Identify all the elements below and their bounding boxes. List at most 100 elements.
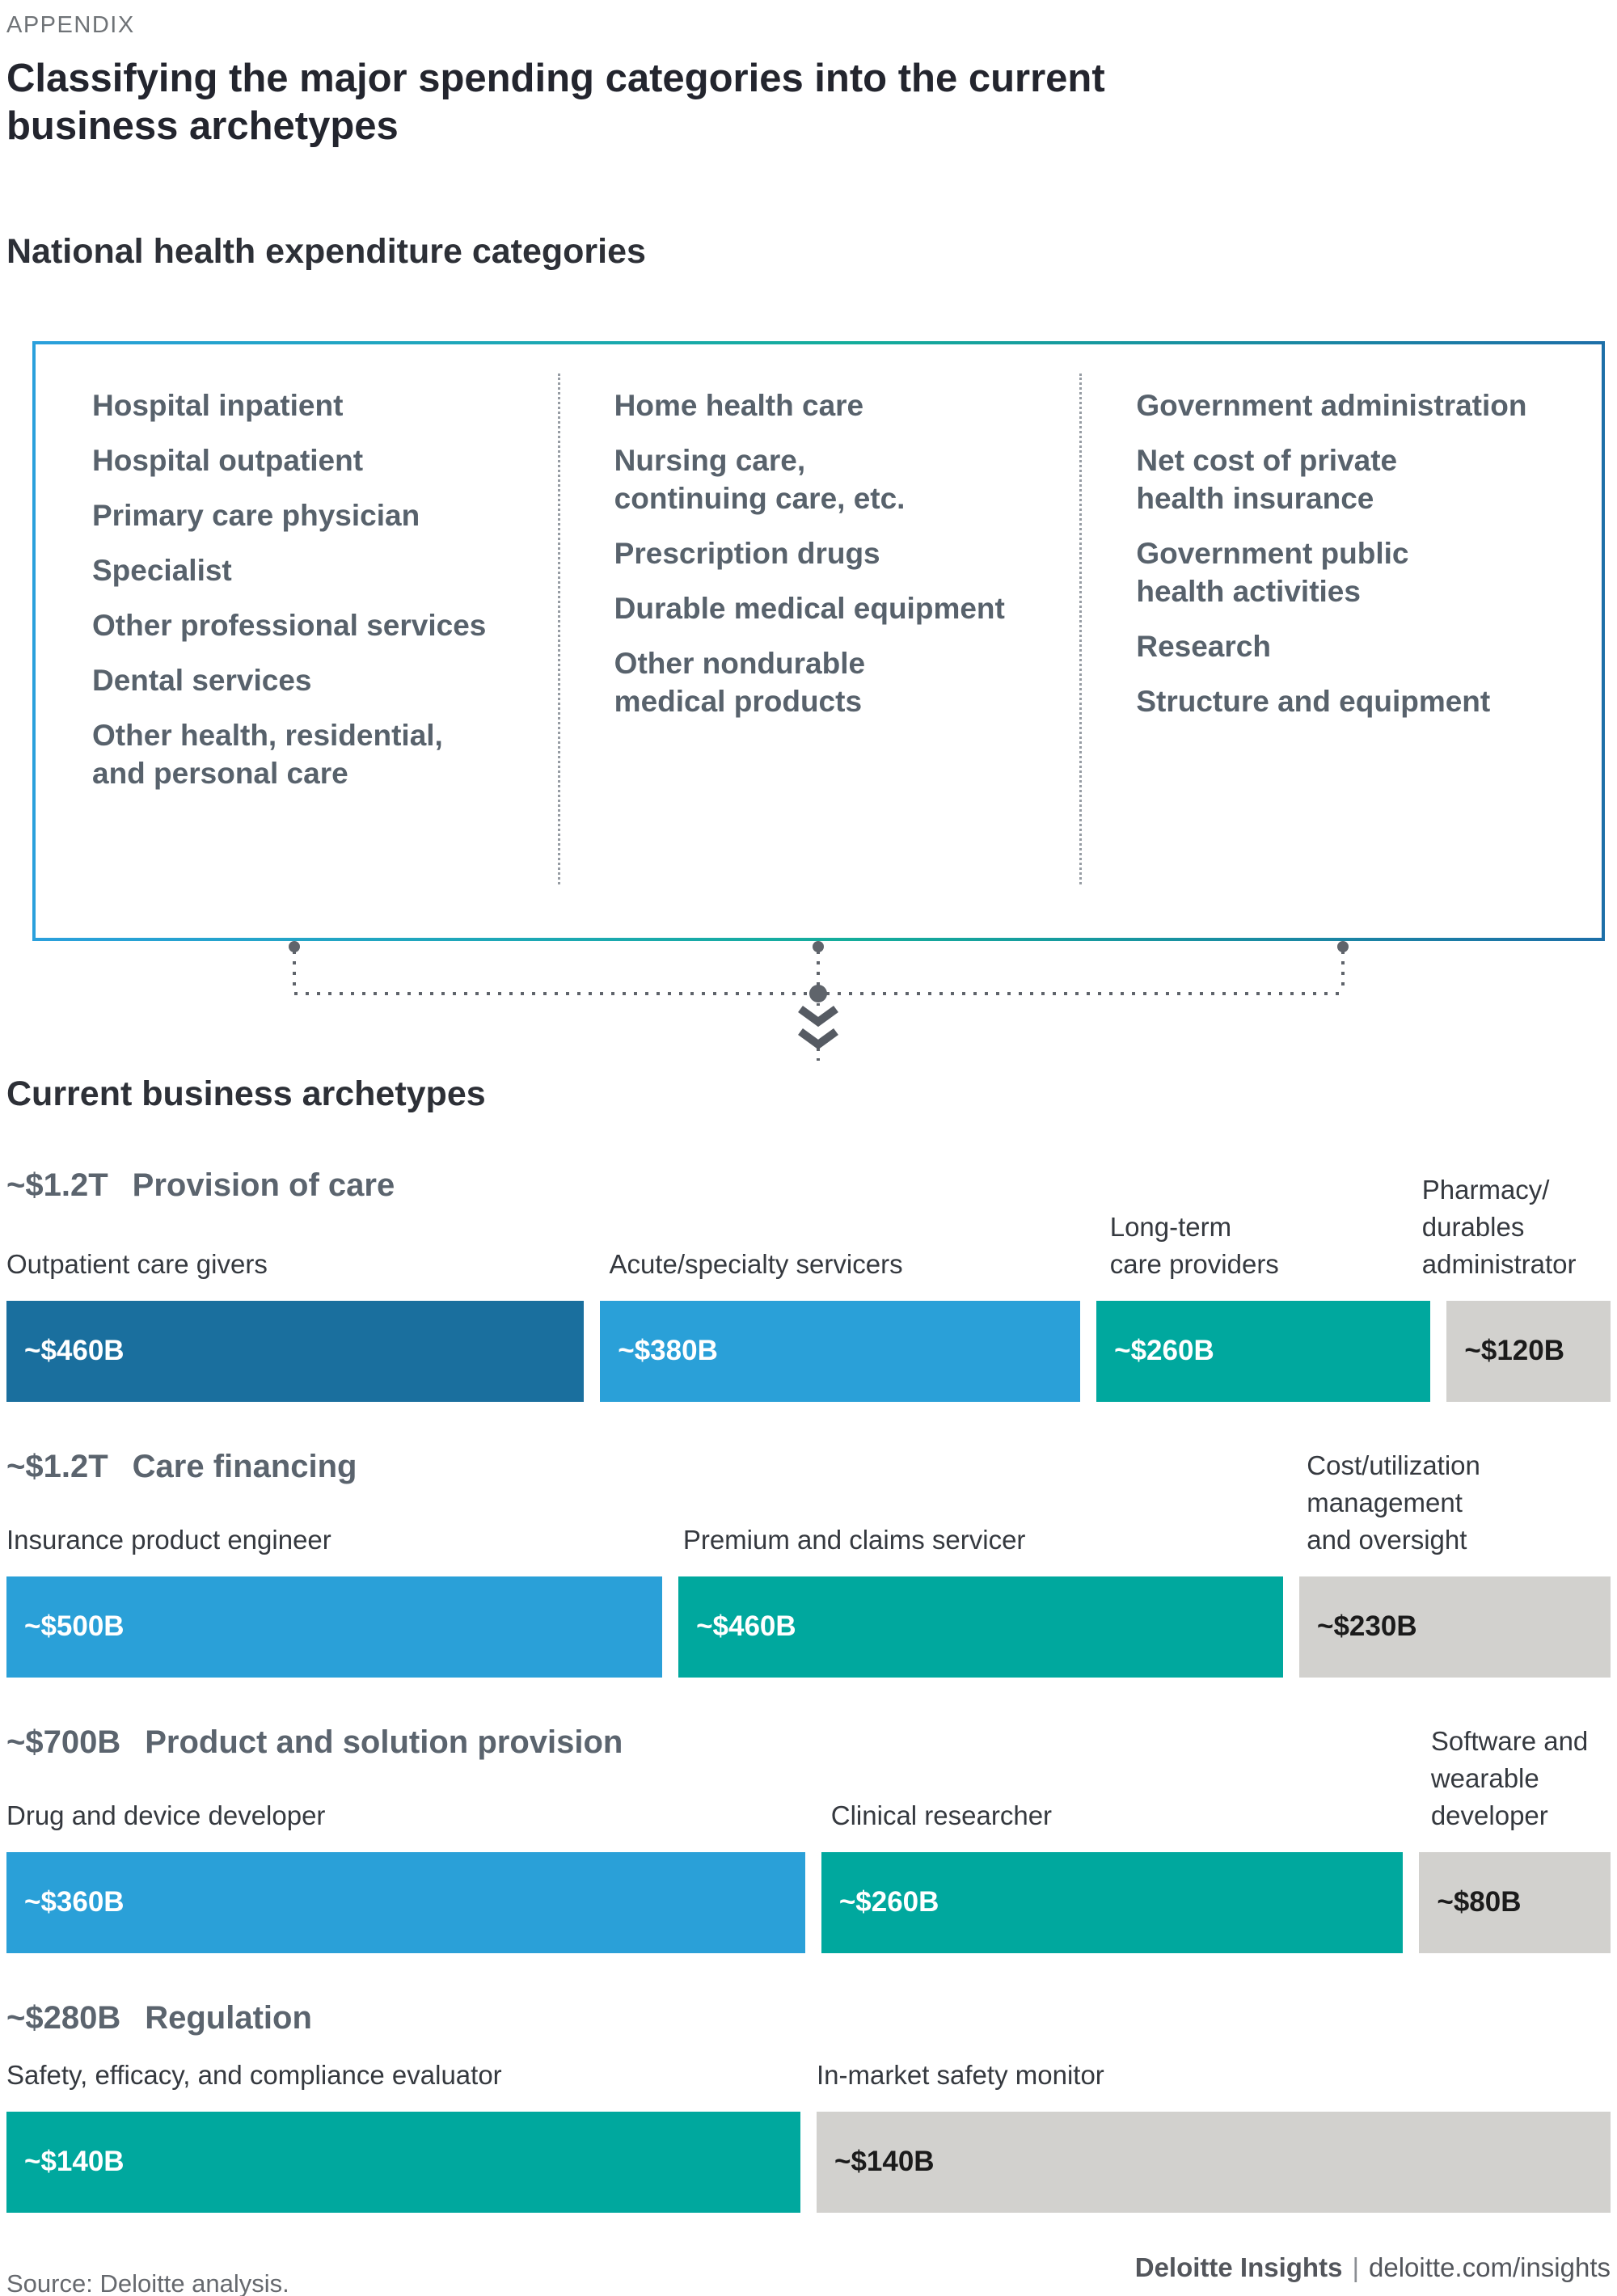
segment-value: ~$500B [24,1610,125,1643]
nhe-category: Home health care [614,388,864,422]
segment-labels-row: Safety, efficacy, and compliance evaluat… [6,1998,1611,2094]
segment-bar: ~$120B [1446,1300,1611,1402]
nhe-category: Prescription drugs [614,536,880,570]
nhe-category: Other health, residential, and personal … [92,718,443,790]
nhe-column-3: Government administration Net cost of pri… [1079,386,1602,938]
segment-bars-row: ~$360B ~$260B ~$80B [6,1851,1611,1953]
nhe-category: Hospital outpatient [92,443,364,477]
segment-value: ~$380B [618,1335,718,1367]
nhe-category: Research [1136,629,1271,663]
nhe-category: Other nondurable medical products [614,646,866,718]
group-total-amount: ~$1.2T [6,1448,108,1484]
segment-value: ~$230B [1317,1610,1417,1643]
segment-value: ~$260B [1114,1335,1214,1367]
segment-label-text: Safety, efficacy, and compliance evaluat… [6,2059,502,2090]
segment-bar: ~$460B [6,1300,585,1402]
segment-bar: ~$140B [6,2111,800,2213]
nhe-category: Government public health activities [1136,536,1409,608]
segment-label: Acute/specialty servicers [609,1246,1093,1283]
nhe-column-divider [1079,373,1083,884]
nhe-box: Hospital inpatient Hospital outpatient Pri… [32,340,1605,941]
flow-connector-arrow [289,940,1349,1061]
junction-dot-center [809,984,827,1002]
segment-labels-row: Insurance product engineer Premium and cl… [6,1447,1611,1559]
group-total-amount: ~$1.2T [6,1167,108,1203]
segment-label: Premium and claims servicer [683,1522,1290,1559]
archetype-group: ~$1.2T Provision of care Outpatient care g… [6,1166,1611,1402]
nhe-category: Dental services [92,663,312,697]
junction-dot [1337,940,1349,952]
junction-dot [289,940,300,952]
segment-label: Drug and device developer [6,1797,815,1834]
cba-heading: Current business archetypes [6,1074,486,1113]
segment-label-text: Drug and device developer [6,1800,326,1830]
nhe-category: Structure and equipment [1136,684,1491,718]
nhe-column-1: Hospital inpatient Hospital outpatient Pri… [36,386,558,938]
segment-bar: ~$230B [1299,1576,1611,1678]
nhe-heading: National health expenditure categories [6,231,646,271]
nhe-category: Primary care physician [92,498,420,532]
segment-label-text: Clinical researcher [830,1800,1053,1830]
segment-value: ~$120B [1464,1335,1564,1367]
footer-site-text: deloitte.com/insights [1369,2252,1611,2282]
segment-label: Long-term care providers [1110,1209,1442,1283]
footer-separator: | [1352,2252,1360,2282]
segment-label-text: Insurance product engineer [6,1524,331,1555]
segment-label-text: Outpatient care givers [6,1248,268,1279]
segment-bars-row: ~$140B ~$140B [6,2111,1611,2213]
segment-bar: ~$500B [6,1576,663,1678]
group-total-amount: ~$700B [6,1724,121,1760]
nhe-category: Other professional services [92,608,487,642]
footer-brand-line: Deloitte Insights | deloitte.com/insights [1135,2252,1611,2283]
group-name: Product and solution provision [145,1724,623,1760]
segment-label: Outpatient care givers [6,1246,593,1283]
nhe-category: Specialist [92,553,232,587]
nhe-category: Net cost of private health insurance [1136,443,1398,515]
segment-label: Cost/utilization management and oversigh… [1307,1447,1611,1559]
segment-label-text: Software and wearable developer [1430,1725,1589,1830]
segment-label-text: Premium and claims servicer [682,1524,1026,1555]
group-heading: ~$1.2T Provision of care [6,1166,395,1205]
nhe-category: Government administration [1136,388,1527,422]
segment-label: Safety, efficacy, and compliance evaluat… [6,2057,800,2094]
double-chevron-down-icon [798,1005,838,1049]
archetype-group: ~$1.2T Care financing Insurance product en… [6,1447,1611,1678]
segment-bars-row: ~$460B ~$380B ~$260B ~$120B [6,1300,1611,1402]
segment-bar: ~$260B [1096,1300,1431,1402]
segment-label-text: Acute/specialty servicers [609,1248,903,1279]
deloitte-insights-brand: Deloitte Insights [1134,2252,1343,2282]
eyebrow-label: APPENDIX [6,12,135,38]
nhe-column-divider [557,373,560,884]
segment-value: ~$80B [1437,1886,1522,1918]
segment-label: Clinical researcher [831,1797,1415,1834]
group-heading: ~$1.2T Care financing [6,1447,357,1486]
segment-bar: ~$260B [821,1851,1404,1953]
group-name: Provision of care [132,1167,395,1203]
nhe-category: Nursing care, continuing care, etc. [614,443,906,515]
segment-label-text: In-market safety monitor [817,2059,1104,2090]
segment-value: ~$360B [24,1886,125,1918]
group-total-amount: ~$280B [6,1999,121,2036]
group-heading: ~$280B Regulation [6,1998,312,2037]
segment-value: ~$460B [24,1335,125,1367]
segment-labels-row: Outpatient care givers Acute/specialty se… [6,1166,1611,1283]
segment-labels-row: Drug and device developer Clinical resear… [6,1723,1611,1834]
segment-bar: ~$360B [6,1851,805,1953]
segment-label-text: Pharmacy/ durables administrator [1421,1174,1577,1279]
segment-bar: ~$80B [1419,1851,1611,1953]
segment-label: Software and wearable developer [1431,1723,1611,1834]
segment-label-text: Long-term care providers [1109,1211,1279,1279]
segment-value: ~$140B [24,2146,125,2178]
archetype-group: ~$700B Product and solution provision Drug… [6,1723,1611,1953]
junction-dot [813,940,824,952]
group-name: Regulation [145,1999,312,2036]
segment-value: ~$260B [838,1886,939,1918]
archetype-group: ~$280B Regulation Safety, efficacy, and co… [6,1998,1611,2213]
page-title: Classifying the major spending categorie… [6,57,1105,148]
archetype-groups: ~$1.2T Provision of care Outpatient care g… [6,1166,1611,2213]
segment-label: In-market safety monitor [817,2057,1611,2094]
segment-bar: ~$380B [600,1300,1081,1402]
segment-bar: ~$140B [817,2111,1611,2213]
group-heading: ~$700B Product and solution provision [6,1723,623,1762]
